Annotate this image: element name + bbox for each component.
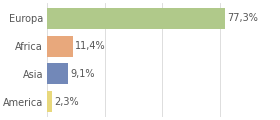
Bar	[47, 91, 52, 112]
Bar	[47, 36, 73, 57]
Bar	[47, 8, 225, 29]
Text: 9,1%: 9,1%	[70, 69, 94, 79]
Text: 2,3%: 2,3%	[54, 97, 79, 107]
Text: 77,3%: 77,3%	[227, 13, 258, 23]
Bar	[47, 63, 68, 84]
Text: 11,4%: 11,4%	[75, 41, 106, 51]
